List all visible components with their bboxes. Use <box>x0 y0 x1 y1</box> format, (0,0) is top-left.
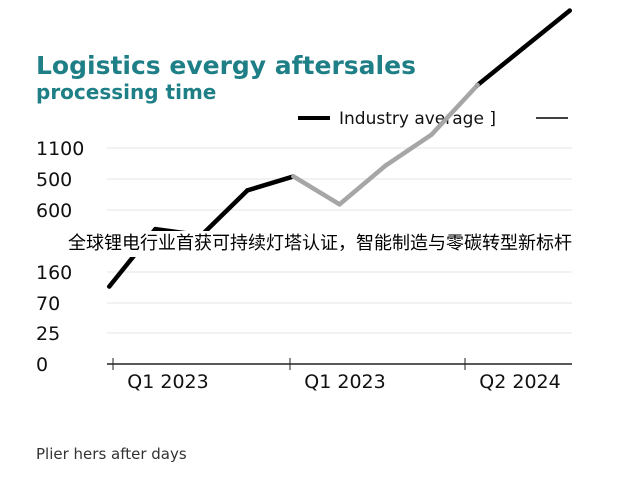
y-tick-label: 500 <box>36 169 72 191</box>
x-tick-label: Q1 2023 <box>304 371 385 393</box>
y-axis-ticks: 1100 500 600 160 70 25 0 <box>36 138 84 376</box>
legend: Industry average ] <box>298 109 568 129</box>
series-point <box>521 45 526 50</box>
series-point <box>107 284 112 289</box>
chart-subtitle: processing time <box>36 80 216 104</box>
series-point <box>153 226 158 232</box>
series-point <box>383 163 388 168</box>
x-tick-label: Q2 2024 <box>479 371 560 393</box>
x-tick-label: Q1 2023 <box>127 371 208 393</box>
series-point <box>475 82 480 88</box>
y-tick-label: 1100 <box>36 138 84 160</box>
series-segment-gray <box>291 174 342 207</box>
series-segment-gray <box>429 82 480 137</box>
x-axis-ticks: Q1 2023 Q1 2023 Q2 2024 <box>112 358 561 393</box>
series-segment <box>475 45 526 88</box>
series-point <box>429 132 434 137</box>
series-point <box>291 174 296 179</box>
y-tick-label: 600 <box>36 200 72 222</box>
series-segment <box>521 8 572 51</box>
series-point <box>245 188 250 193</box>
y-tick-label: 70 <box>36 293 60 315</box>
series-point <box>567 8 572 13</box>
series-segment <box>199 188 250 238</box>
overlay-caption: 全球锂电行业首获可持续灯塔认证，智能制造与零碳转型新标杆 <box>0 231 640 257</box>
y-tick-label: 25 <box>36 323 60 345</box>
chart-title: Logistics evergy aftersales <box>36 51 416 80</box>
y-tick-label: 160 <box>36 262 72 284</box>
series-segment-gray <box>337 163 388 207</box>
series-segment-gray <box>383 132 434 168</box>
chart-footer: Plier hers after days <box>36 445 187 463</box>
series-segment <box>245 174 296 193</box>
y-tick-label: 0 <box>36 354 48 376</box>
legend-label: Industry average ] <box>339 109 496 129</box>
series-point <box>337 202 342 207</box>
